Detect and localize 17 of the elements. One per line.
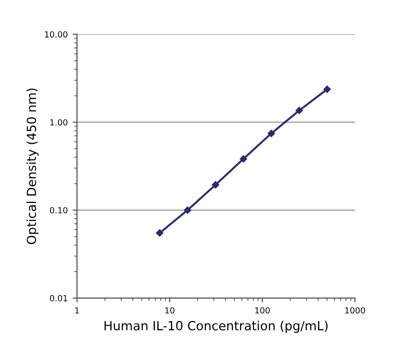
x-tick-label: 1000 xyxy=(345,307,366,314)
y-tick-label: 0.01 xyxy=(50,295,68,302)
point xyxy=(184,206,192,214)
x-tick-label: 100 xyxy=(255,307,270,314)
point xyxy=(156,229,164,237)
y-axis-title: Optical Density (450 nm) xyxy=(26,88,39,244)
y-tick-label: 1.00 xyxy=(50,119,68,126)
x-tick-label: 10 xyxy=(165,307,174,314)
y-tick-label: 0.10 xyxy=(50,207,68,214)
point xyxy=(323,86,331,93)
point xyxy=(240,155,248,163)
point xyxy=(268,130,275,138)
x-axis-title: Human IL-10 Concentration (pg/mL) xyxy=(104,320,328,333)
point xyxy=(212,181,220,188)
y-tick-label: 10.00 xyxy=(45,31,68,38)
x-tick-label: 1 xyxy=(75,307,79,314)
point xyxy=(296,106,303,114)
